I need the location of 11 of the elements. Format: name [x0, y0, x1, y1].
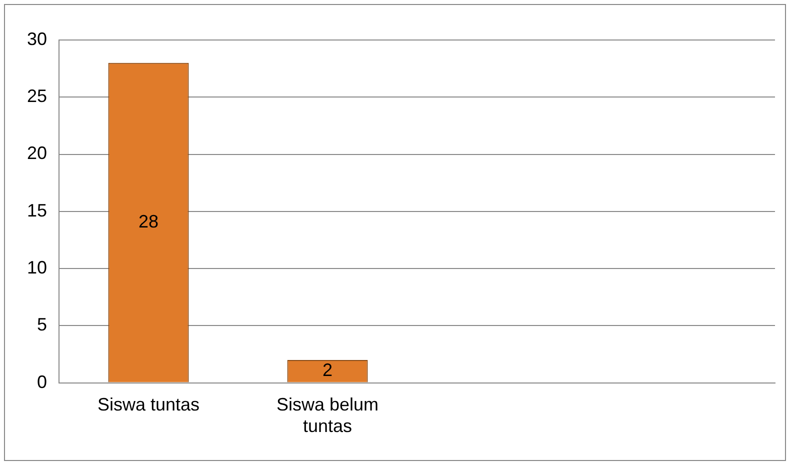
y-tick-label: 0 — [37, 372, 48, 392]
y-tick-label: 15 — [26, 200, 48, 220]
y-tick-label: 5 — [37, 314, 48, 335]
y-tick-label: 20 — [26, 143, 48, 164]
x-tick-label: Siswa belum tuntas — [276, 394, 379, 436]
data-label: 28 — [138, 212, 159, 232]
y-tick-label: 30 — [26, 28, 48, 49]
y-tick-label: 10 — [26, 258, 48, 278]
y-tick-label: 25 — [26, 86, 48, 106]
data-label: 2 — [322, 360, 333, 380]
x-tick-label: Siswa tuntas — [97, 394, 200, 415]
